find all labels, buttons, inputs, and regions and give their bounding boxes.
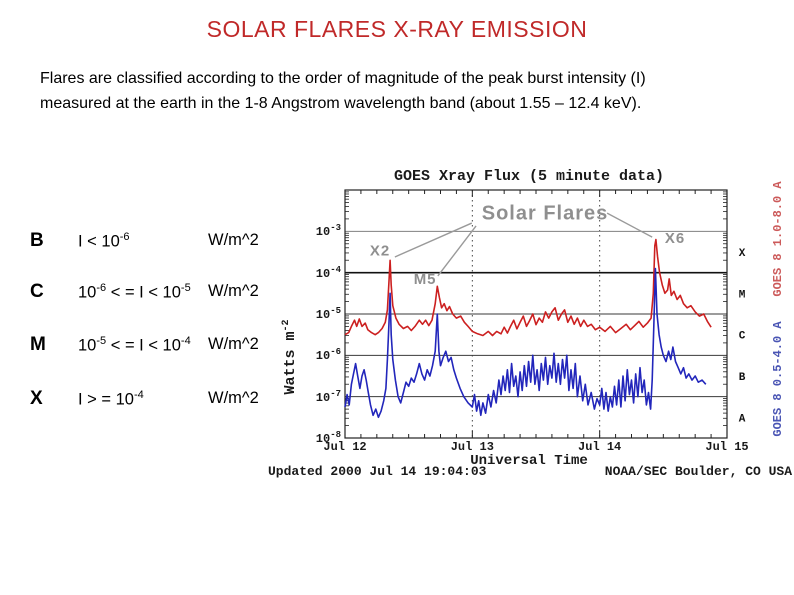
right-axis-label-long-channel: GOES 8 1.0-8.0 A bbox=[771, 181, 785, 297]
flare-class-range: I > = 10-4 bbox=[78, 389, 144, 409]
x-tick-label: Jul 14 bbox=[578, 440, 622, 454]
flare-class-letter: B bbox=[30, 230, 44, 251]
flare-class-row-b: B I < 10-6 W/m^2 bbox=[0, 230, 320, 254]
y-tick-label: 10-5 bbox=[315, 306, 341, 322]
flux-curve-long bbox=[344, 238, 712, 337]
plot-frame bbox=[344, 189, 728, 439]
flare-class-row-c: C 10-6 < = I < 10-5 W/m^2 bbox=[0, 281, 320, 305]
chart-title: GOES Xray Flux (5 minute data) bbox=[393, 168, 665, 185]
flare-class-letter: X bbox=[30, 388, 43, 409]
class-band-letter-c: C bbox=[739, 331, 746, 343]
x-tick-label: Jul 15 bbox=[705, 440, 749, 454]
annotation-leader-line bbox=[606, 212, 653, 238]
flare-class-range: I < 10-6 bbox=[78, 231, 130, 251]
class-band-letter-b: B bbox=[739, 372, 746, 384]
flux-curve-short bbox=[344, 267, 707, 419]
x-tick-label: Jul 13 bbox=[450, 440, 494, 454]
y-tick-label: 10-6 bbox=[315, 347, 341, 364]
flare-class-letter: C bbox=[30, 281, 44, 302]
x-tick-label: Jul 12 bbox=[323, 440, 367, 454]
plot-area: Solar Flares X2 M5 X6 X M C B A bbox=[344, 189, 746, 439]
flare-class-row-x: X I > = 10-4 W/m^2 bbox=[0, 388, 320, 412]
y-tick-label: 10-7 bbox=[315, 388, 341, 405]
goes-xray-chart: GOES Xray Flux (5 minute data) Watts m-2… bbox=[268, 166, 794, 479]
flare-class-row-m: M 10-5 < = I < 10-4 W/m^2 bbox=[0, 334, 320, 358]
class-band-letter-a: A bbox=[739, 413, 746, 425]
y-tick-label: 10-4 bbox=[315, 264, 341, 281]
page-title: SOLAR FLARES X-RAY EMISSION bbox=[206, 16, 588, 42]
y-tick-label: 10-3 bbox=[315, 223, 341, 240]
annotation-x2: X2 bbox=[370, 243, 390, 260]
flare-class-unit: W/m^2 bbox=[208, 282, 259, 300]
intro-line-1: Flares are classified according to the o… bbox=[40, 70, 646, 87]
updated-timestamp: Updated 2000 Jul 14 19:04:03 bbox=[268, 464, 487, 479]
annotation-solar-flares: Solar Flares bbox=[482, 203, 609, 225]
flare-class-unit: W/m^2 bbox=[208, 389, 259, 407]
intro-paragraph: Flares are classified according to the o… bbox=[40, 66, 760, 116]
right-axis-label-short-channel: GOES 8 0.5-4.0 A bbox=[771, 321, 785, 437]
source-credit: NOAA/SEC Boulder, CO USA bbox=[604, 464, 792, 479]
x-axis-label: Universal Time bbox=[470, 453, 588, 469]
annotation-x6: X6 bbox=[665, 230, 685, 247]
class-band-letter-x: X bbox=[739, 248, 746, 260]
flare-class-letter: M bbox=[30, 334, 46, 355]
flare-class-unit: W/m^2 bbox=[208, 231, 259, 249]
flare-class-unit: W/m^2 bbox=[208, 335, 259, 353]
intro-line-2: measured at the earth in the 1-8 Angstro… bbox=[40, 95, 642, 112]
annotation-leader-line bbox=[394, 222, 473, 258]
class-band-letter-m: M bbox=[739, 289, 746, 301]
annotation-m5: M5 bbox=[414, 271, 437, 288]
annotation-leader-line bbox=[437, 225, 477, 277]
y-tick-label: 10-8 bbox=[315, 430, 341, 446]
flare-class-range: 10-6 < = I < 10-5 bbox=[78, 282, 191, 302]
flare-class-range: 10-5 < = I < 10-4 bbox=[78, 335, 191, 355]
